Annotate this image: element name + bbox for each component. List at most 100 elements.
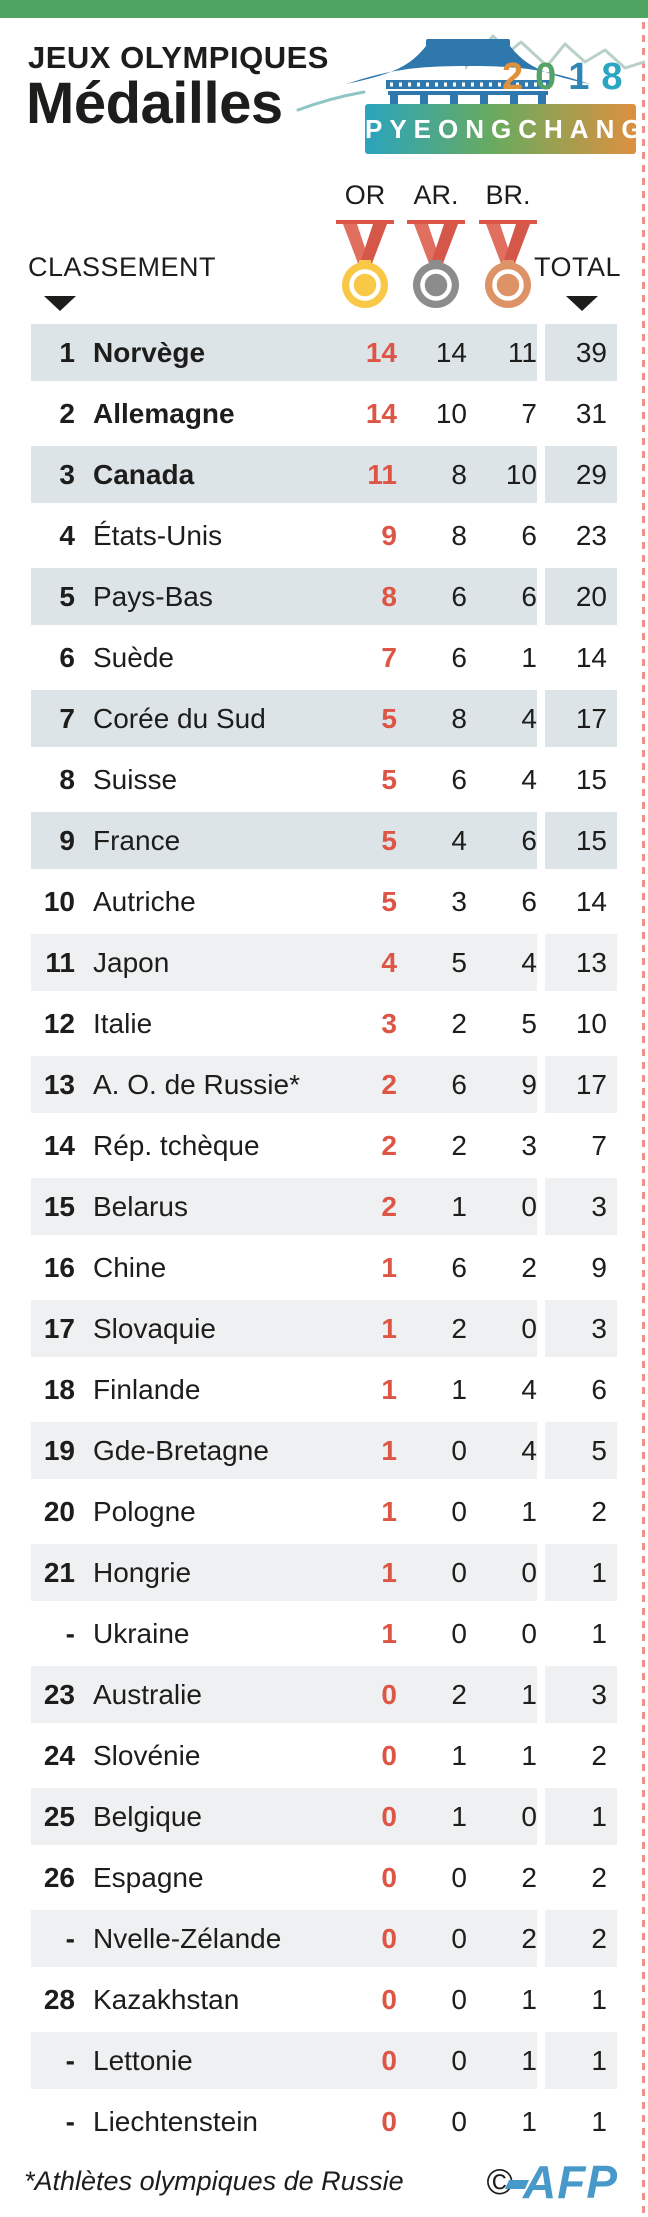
gold-count: 9 — [381, 519, 397, 551]
silver-count: 2 — [451, 1007, 467, 1039]
silver-count: 0 — [451, 1617, 467, 1649]
row-main-band: 3 Canada 11 8 10 — [31, 446, 537, 503]
total-count: 5 — [545, 1422, 617, 1479]
table-row: - Liechtenstein 0 0 1 1 — [0, 2091, 648, 2152]
gold-count: 1 — [381, 1617, 397, 1649]
table-row: 10 Autriche 5 3 6 14 — [0, 871, 648, 932]
total-count: 10 — [575, 1008, 607, 1039]
gold-count: 0 — [381, 2105, 397, 2137]
row-main-band: - Nvelle-Zélande 0 0 2 — [31, 1910, 537, 1967]
country-name: Australie — [93, 1678, 202, 1710]
country-name: Finlande — [93, 1373, 201, 1405]
rank-value: - — [65, 1922, 75, 1954]
country-name: Liechtenstein — [93, 2105, 259, 2137]
total-count: 7 — [591, 1130, 607, 1161]
row-main-band: - Lettonie 0 0 1 — [31, 2032, 537, 2089]
rank-value: 18 — [43, 1373, 75, 1405]
total-count: 2 — [591, 1862, 607, 1893]
total-count: 17 — [545, 1056, 617, 1113]
total-count: 2 — [591, 1740, 607, 1771]
country-name: Chine — [93, 1251, 167, 1283]
rank-value: 9 — [59, 824, 75, 856]
row-main-band: 1 Norvège 14 14 11 — [31, 324, 537, 381]
silver-count: 2 — [451, 1129, 467, 1161]
rank-value: 8 — [59, 763, 75, 795]
bronze-count: 6 — [521, 824, 537, 856]
silver-count: 6 — [451, 1068, 467, 1100]
total-count: 1 — [545, 1788, 617, 1845]
silver-count: 4 — [451, 824, 467, 856]
column-label-classement: CLASSEMENT — [28, 252, 217, 282]
bronze-count: 0 — [521, 1617, 537, 1649]
table-row: 18 Finlande 1 1 4 6 — [0, 1359, 648, 1420]
bronze-count: 4 — [521, 1373, 537, 1405]
gold-count: 2 — [381, 1068, 397, 1100]
table-row: 3 Canada 11 8 10 29 — [0, 444, 648, 505]
row-main-band: 8 Suisse 5 6 4 — [31, 751, 537, 808]
bronze-count: 1 — [521, 1678, 537, 1710]
row-main-band: 19 Gde-Bretagne 1 0 4 — [31, 1422, 537, 1479]
table-row: 5 Pays-Bas 8 6 6 20 — [0, 566, 648, 627]
country-name: Belgique — [93, 1800, 202, 1832]
row-main-band: 10 Autriche 5 3 6 — [31, 873, 537, 930]
country-name: Ukraine — [93, 1617, 190, 1649]
gold-count: 14 — [365, 336, 397, 368]
country-name: Slovaquie — [93, 1312, 216, 1344]
bronze-count: 0 — [521, 1312, 537, 1344]
country-name: Japon — [93, 946, 170, 978]
total-count: 29 — [545, 446, 617, 503]
country-name: Pays-Bas — [93, 580, 213, 612]
row-main-band: 25 Belgique 0 1 0 — [31, 1788, 537, 1845]
bronze-count: 2 — [521, 1861, 537, 1893]
silver-count: 1 — [451, 1190, 467, 1222]
country-name: Lettonie — [93, 2044, 193, 2076]
country-name: Autriche — [93, 885, 196, 917]
rank-value: 21 — [43, 1556, 75, 1588]
bronze-count: 1 — [521, 1739, 537, 1771]
silver-count: 0 — [451, 2105, 467, 2137]
gold-count: 0 — [381, 1983, 397, 2015]
rank-value: 11 — [45, 946, 75, 978]
table-row: 24 Slovénie 0 1 1 2 — [0, 1725, 648, 1786]
table-row: 25 Belgique 0 1 0 1 — [0, 1786, 648, 1847]
rank-value: 5 — [59, 580, 75, 612]
row-main-band: 14 Rép. tchèque 2 2 3 — [31, 1117, 537, 1174]
rank-value: 6 — [59, 641, 75, 673]
silver-count: 2 — [451, 1678, 467, 1710]
rank-value: 1 — [59, 336, 75, 368]
rank-value: 17 — [43, 1312, 75, 1344]
row-main-band: 5 Pays-Bas 8 6 6 — [31, 568, 537, 625]
row-main-band: 2 Allemagne 14 10 7 — [31, 385, 537, 442]
total-count: 9 — [591, 1252, 607, 1283]
total-count: 3 — [545, 1300, 617, 1357]
digit-2: 2 — [502, 56, 536, 98]
gold-count: 8 — [381, 580, 397, 612]
country-name: Rép. tchèque — [93, 1129, 260, 1161]
gold-count: 1 — [381, 1312, 397, 1344]
gold-count: 0 — [381, 1739, 397, 1771]
bronze-count: 1 — [521, 1983, 537, 2015]
rank-value: - — [65, 2044, 75, 2076]
row-main-band: 15 Belarus 2 1 0 — [31, 1178, 537, 1235]
row-main-band: 6 Suède 7 6 1 — [31, 629, 537, 686]
rank-value: 7 — [59, 702, 75, 734]
silver-count: 0 — [451, 1434, 467, 1466]
row-main-band: 21 Hongrie 1 0 0 — [31, 1544, 537, 1601]
bronze-medal-icon — [479, 220, 537, 308]
country-name: Canada — [93, 458, 195, 490]
gold-count: 0 — [381, 1922, 397, 1954]
silver-count: 0 — [451, 1556, 467, 1588]
table-row: 9 France 5 4 6 15 — [0, 810, 648, 871]
total-count: 1 — [545, 2032, 617, 2089]
table-row: - Ukraine 1 0 0 1 — [0, 1603, 648, 1664]
table-row: 2 Allemagne 14 10 7 31 — [0, 383, 648, 444]
country-name: Italie — [93, 1007, 153, 1039]
bronze-count: 1 — [521, 1495, 537, 1527]
bronze-count: 2 — [521, 1251, 537, 1283]
table-row: 15 Belarus 2 1 0 3 — [0, 1176, 648, 1237]
silver-count: 1 — [451, 1739, 467, 1771]
gold-count: 5 — [381, 763, 397, 795]
pyeongchang-2018-logo: 2018 PYEONGCHANG — [296, 22, 645, 157]
total-count: 3 — [545, 1666, 617, 1723]
